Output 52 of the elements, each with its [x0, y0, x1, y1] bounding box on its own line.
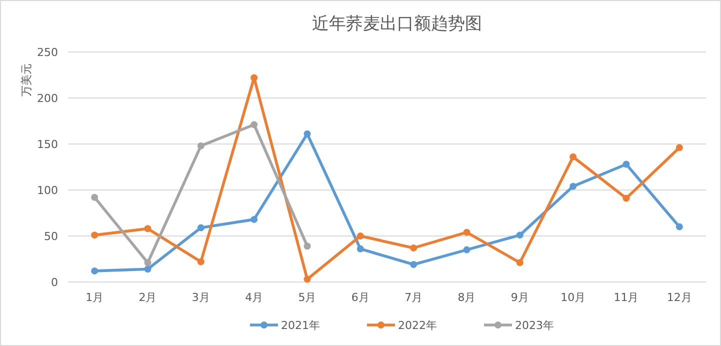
- point: [304, 276, 311, 283]
- chart-title: 近年荞麦出口额趋势图: [312, 14, 482, 34]
- y-tick-label: 250: [37, 46, 58, 59]
- point: [144, 259, 152, 266]
- point: [570, 153, 577, 160]
- x-tick-label: 12月: [666, 291, 692, 304]
- point: [570, 182, 577, 190]
- x-tick-label: 6月: [351, 291, 370, 304]
- legend-label: 2021年: [281, 319, 320, 332]
- x-tick-label: 5月: [298, 291, 316, 304]
- x-tick-label: 2月: [138, 291, 157, 304]
- point: [144, 225, 152, 232]
- x-tick-label: 4月: [245, 291, 264, 304]
- x-tick-label: 11月: [614, 291, 639, 304]
- y-axis-title: 万美元: [20, 64, 33, 96]
- y-tick-label: 50: [44, 230, 58, 243]
- point: [304, 242, 311, 250]
- point: [622, 194, 630, 202]
- point: [304, 130, 311, 138]
- point: [250, 121, 258, 128]
- point: [463, 228, 470, 236]
- point: [410, 261, 418, 268]
- point: [197, 258, 204, 266]
- point: [197, 142, 204, 150]
- point: [356, 245, 364, 252]
- x-tick-label: 10月: [560, 291, 586, 304]
- point: [91, 194, 98, 201]
- legend-label: 2023年: [515, 319, 554, 332]
- x-tick-label: 1月: [86, 291, 104, 304]
- y-tick-label: 150: [37, 138, 58, 151]
- point: [676, 223, 683, 230]
- point: [410, 244, 418, 252]
- point: [91, 232, 98, 239]
- point: [91, 267, 98, 274]
- legend-label: 2022年: [398, 319, 437, 332]
- x-tick-label: 3月: [192, 291, 210, 304]
- point: [250, 216, 258, 223]
- y-tick-label: 100: [37, 184, 58, 197]
- x-tick-label: 9月: [510, 291, 529, 304]
- y-tick-label: 200: [37, 92, 58, 105]
- point: [356, 232, 364, 240]
- x-tick-label: 8月: [458, 291, 476, 304]
- point: [516, 232, 524, 239]
- point: [144, 266, 152, 273]
- point: [676, 144, 683, 152]
- point: [622, 160, 630, 168]
- point: [516, 259, 524, 266]
- point: [197, 224, 204, 232]
- point: [250, 74, 258, 82]
- point: [463, 246, 470, 254]
- x-tick-label: 7月: [404, 291, 423, 304]
- y-tick-label: 0: [51, 276, 58, 289]
